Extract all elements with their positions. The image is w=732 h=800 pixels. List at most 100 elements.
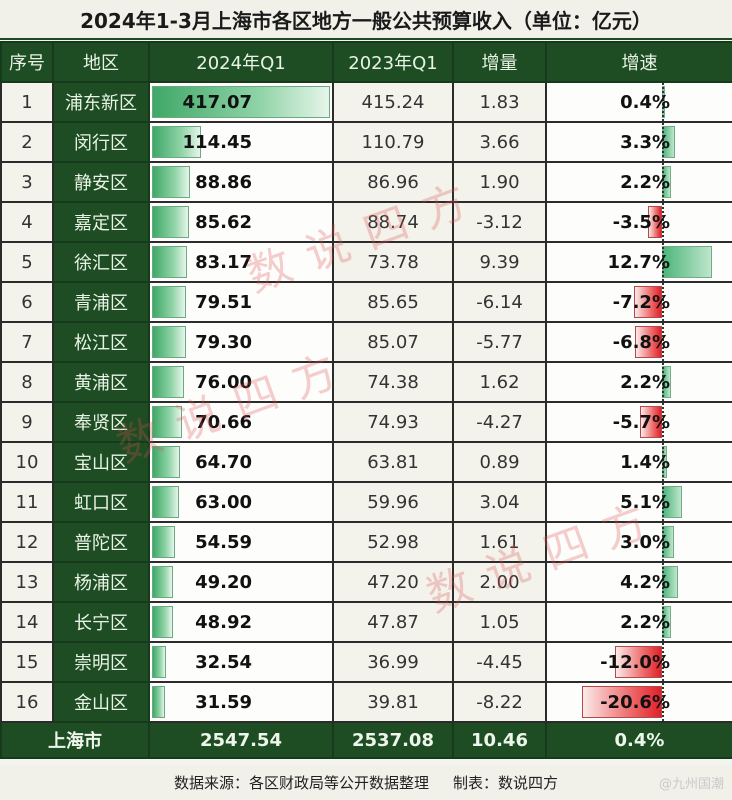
table-row: 15 崇明区 32.54 36.99 -4.45 -12.0% bbox=[0, 641, 732, 683]
row-no: 1 bbox=[0, 81, 54, 123]
row-2024q1: 83.17 bbox=[148, 241, 334, 283]
row-2023q1: 47.87 bbox=[332, 601, 454, 643]
zero-axis bbox=[662, 364, 664, 400]
row-delta: -6.14 bbox=[452, 281, 547, 323]
value-bar bbox=[152, 246, 188, 278]
row-2023q1: 86.96 bbox=[332, 161, 454, 203]
row-2024q1-value: 76.00 bbox=[195, 371, 252, 393]
row-2023q1: 110.79 bbox=[332, 121, 454, 163]
row-delta: -5.77 bbox=[452, 321, 547, 363]
data-source: 数据来源：各区财政局等公开数据整理 bbox=[173, 774, 429, 792]
growth-bar-negative bbox=[648, 206, 662, 238]
row-2024q1: 48.92 bbox=[148, 601, 334, 643]
total-row: 上海市 2547.54 2537.08 10.46 0.4% bbox=[0, 721, 732, 759]
row-rate: 12.7% bbox=[545, 241, 732, 283]
row-area: 崇明区 bbox=[52, 641, 150, 683]
row-2024q1-value: 83.17 bbox=[195, 251, 252, 273]
row-2024q1: 76.00 bbox=[148, 361, 334, 403]
row-area: 静安区 bbox=[52, 161, 150, 203]
table-row: 5 徐汇区 83.17 73.78 9.39 12.7% bbox=[0, 241, 732, 283]
row-area: 徐汇区 bbox=[52, 241, 150, 283]
zero-axis bbox=[662, 644, 664, 680]
row-2024q1: 32.54 bbox=[148, 641, 334, 683]
row-delta: 9.39 bbox=[452, 241, 547, 283]
total-delta: 10.46 bbox=[452, 721, 547, 759]
table-maker: 制表：数说四方 bbox=[453, 774, 559, 792]
row-delta: 1.90 bbox=[452, 161, 547, 203]
row-2024q1: 79.51 bbox=[148, 281, 334, 323]
growth-bar-negative bbox=[633, 286, 662, 318]
row-rate: 2.2% bbox=[545, 601, 732, 643]
row-delta: 3.04 bbox=[452, 481, 547, 523]
row-rate-value: -3.5% bbox=[612, 211, 670, 233]
row-delta: -3.12 bbox=[452, 201, 547, 243]
value-bar bbox=[152, 406, 183, 438]
row-2023q1: 39.81 bbox=[332, 681, 454, 723]
row-rate-value: 5.1% bbox=[620, 491, 670, 513]
table-row: 4 嘉定区 85.62 88.74 -3.12 -3.5% bbox=[0, 201, 732, 243]
zero-axis bbox=[662, 524, 664, 560]
row-2024q1: 70.66 bbox=[148, 401, 334, 443]
growth-bar-negative bbox=[615, 646, 662, 678]
zero-axis bbox=[662, 484, 664, 520]
row-2024q1-value: 64.70 bbox=[195, 451, 252, 473]
value-bar bbox=[152, 526, 176, 558]
value-bar bbox=[152, 286, 186, 318]
table-row: 12 普陀区 54.59 52.98 1.61 3.0% bbox=[0, 521, 732, 563]
total-rate: 0.4% bbox=[545, 721, 732, 759]
row-2024q1-value: 417.07 bbox=[182, 91, 252, 113]
row-rate: -12.0% bbox=[545, 641, 732, 683]
row-area: 杨浦区 bbox=[52, 561, 150, 603]
table-row: 7 松江区 79.30 85.07 -5.77 -6.8% bbox=[0, 321, 732, 363]
row-2024q1: 417.07 bbox=[148, 81, 334, 123]
row-rate: -3.5% bbox=[545, 201, 732, 243]
zero-axis bbox=[662, 444, 664, 480]
value-bar bbox=[152, 686, 166, 718]
row-2024q1: 85.62 bbox=[148, 201, 334, 243]
row-rate-value: 1.4% bbox=[620, 451, 670, 473]
zero-axis bbox=[662, 324, 664, 360]
row-area: 虹口区 bbox=[52, 481, 150, 523]
row-2024q1-value: 48.92 bbox=[195, 611, 252, 633]
row-area: 闵行区 bbox=[52, 121, 150, 163]
corner-watermark: @九州国潮 bbox=[658, 777, 724, 792]
growth-bar-negative bbox=[581, 686, 662, 718]
zero-axis bbox=[662, 124, 664, 160]
zero-axis bbox=[662, 204, 664, 240]
row-2024q1: 49.20 bbox=[148, 561, 334, 603]
table-row: 16 金山区 31.59 39.81 -8.22 -20.6% bbox=[0, 681, 732, 723]
row-2023q1: 74.93 bbox=[332, 401, 454, 443]
row-rate: 2.2% bbox=[545, 361, 732, 403]
row-area: 长宁区 bbox=[52, 601, 150, 643]
value-bar bbox=[152, 486, 179, 518]
row-rate: 4.2% bbox=[545, 561, 732, 603]
row-2023q1: 85.65 bbox=[332, 281, 454, 323]
table-row: 2 闵行区 114.45 110.79 3.66 3.3% bbox=[0, 121, 732, 163]
row-2024q1-value: 32.54 bbox=[195, 651, 252, 673]
header-row: 序号 地区 2024年Q1 2023年Q1 增量 增速 bbox=[0, 41, 732, 83]
row-area: 普陀区 bbox=[52, 521, 150, 563]
row-2024q1: 88.86 bbox=[148, 161, 334, 203]
row-2024q1-value: 49.20 bbox=[195, 571, 252, 593]
value-bar bbox=[152, 206, 189, 238]
row-no: 12 bbox=[0, 521, 54, 563]
table-row: 6 青浦区 79.51 85.65 -6.14 -7.2% bbox=[0, 281, 732, 323]
table-row: 1 浦东新区 417.07 415.24 1.83 0.4% bbox=[0, 81, 732, 123]
row-rate-value: -7.2% bbox=[612, 291, 670, 313]
zero-axis bbox=[662, 164, 664, 200]
row-delta: -4.27 bbox=[452, 401, 547, 443]
row-area: 奉贤区 bbox=[52, 401, 150, 443]
row-rate-value: 12.7% bbox=[607, 251, 670, 273]
row-rate: -6.8% bbox=[545, 321, 732, 363]
row-2023q1: 85.07 bbox=[332, 321, 454, 363]
row-2024q1: 31.59 bbox=[148, 681, 334, 723]
row-2024q1: 63.00 bbox=[148, 481, 334, 523]
header-area: 地区 bbox=[52, 41, 150, 83]
row-no: 11 bbox=[0, 481, 54, 523]
row-no: 9 bbox=[0, 401, 54, 443]
row-2023q1: 36.99 bbox=[332, 641, 454, 683]
footer: 数据来源：各区财政局等公开数据整理 制表：数说四方 bbox=[0, 765, 732, 800]
row-area: 浦东新区 bbox=[52, 81, 150, 123]
row-rate: 3.0% bbox=[545, 521, 732, 563]
row-rate: 2.2% bbox=[545, 161, 732, 203]
